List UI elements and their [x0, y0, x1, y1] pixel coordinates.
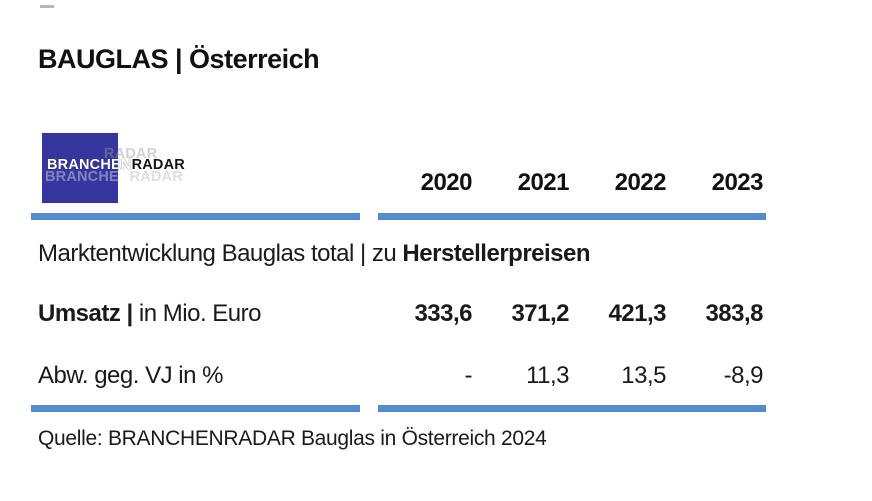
accent-rule-top-left — [31, 213, 360, 220]
table-row-abweichung: Abw. geg. VJ in % - 11,3 13,5 -8,9 — [31, 362, 766, 390]
logo-blue-square — [42, 133, 118, 203]
row-label-abweichung: Abw. geg. VJ in % — [38, 362, 223, 389]
logo-ghost-text: RADAR — [104, 146, 158, 162]
source-citation: Quelle: BRANCHENRADAR Bauglas in Österre… — [38, 427, 547, 450]
section-title-row: Marktentwicklung Bauglas total | zu Hers… — [31, 240, 766, 268]
umsatz-value-2022: 421,3 — [608, 300, 666, 327]
year-header-2022: 2022 — [614, 169, 667, 196]
row-label-umsatz: Umsatz | in Mio. Euro — [38, 300, 261, 327]
abw-value-2023: -8,9 — [723, 362, 764, 389]
year-header-2023: 2023 — [711, 169, 764, 196]
page-title: BAUGLAS | Österreich — [38, 44, 320, 74]
section-title: Marktentwicklung Bauglas total | zu Hers… — [38, 240, 591, 267]
umsatz-value-2020: 333,6 — [414, 300, 472, 327]
accent-rule-top-right — [378, 213, 766, 220]
accent-rule-bottom-left — [31, 405, 360, 412]
year-header-2021: 2021 — [517, 169, 570, 196]
umsatz-value-2023: 383,8 — [705, 300, 763, 327]
logo-ghost-text-lower: BRANCHENRADAR — [45, 169, 183, 185]
table-row-umsatz: Umsatz | in Mio. Euro 333,6 371,2 421,3 … — [31, 300, 766, 328]
abw-value-2021: 11,3 — [526, 362, 569, 389]
branchenradar-logo: RADAR BRANCHENRADAR BRANCHENRADAR — [42, 133, 202, 207]
abw-value-2020: - — [464, 362, 473, 389]
logo-text-radar: RADAR — [131, 157, 185, 173]
logo-text-branchen: BRANCHEN — [47, 157, 132, 173]
screen-edge-artifact — [40, 5, 54, 8]
abw-value-2022: 13,5 — [621, 362, 666, 389]
accent-rule-bottom-right — [378, 405, 766, 412]
year-header-row: 2020 2021 2022 2023 — [31, 169, 766, 197]
umsatz-value-2021: 371,2 — [511, 300, 569, 327]
logo-wordmark: BRANCHENRADAR — [47, 157, 185, 173]
year-header-2020: 2020 — [420, 169, 473, 196]
